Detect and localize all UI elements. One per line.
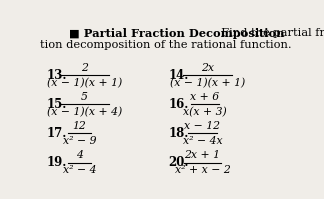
Text: 20.: 20. [168,156,189,169]
Text: 13.: 13. [47,69,67,82]
Text: 2x: 2x [201,63,214,73]
Text: x + 6: x + 6 [191,92,220,102]
Text: x − 12: x − 12 [184,121,220,131]
Text: x² − 4x: x² − 4x [183,136,222,146]
Text: 18.: 18. [168,127,189,140]
Text: 5: 5 [81,92,88,102]
Text: 2: 2 [81,63,88,73]
Text: 19.: 19. [47,156,67,169]
Text: (x − 1)(x + 1): (x − 1)(x + 1) [170,78,245,88]
Text: 17.: 17. [47,127,67,140]
Text: 16.: 16. [168,98,189,111]
Text: x² − 9: x² − 9 [63,136,96,146]
Text: 2x + 1: 2x + 1 [184,150,220,160]
Text: x² − 4: x² − 4 [63,165,96,175]
Text: (x − 1)(x + 4): (x − 1)(x + 4) [47,107,122,117]
Text: 4: 4 [76,150,83,160]
Text: x(x + 3): x(x + 3) [183,107,227,117]
Text: tion decomposition of the rational function.: tion decomposition of the rational funct… [40,40,292,50]
Text: Find the partial frac-: Find the partial frac- [214,28,324,38]
Text: x² + x − 2: x² + x − 2 [175,165,230,175]
Text: 14.: 14. [168,69,189,82]
Text: 12: 12 [73,121,86,131]
Text: (x − 1)(x + 1): (x − 1)(x + 1) [47,78,122,88]
Text: 15.: 15. [47,98,67,111]
Text: ■ Partial Fraction Decomposition: ■ Partial Fraction Decomposition [69,28,285,39]
